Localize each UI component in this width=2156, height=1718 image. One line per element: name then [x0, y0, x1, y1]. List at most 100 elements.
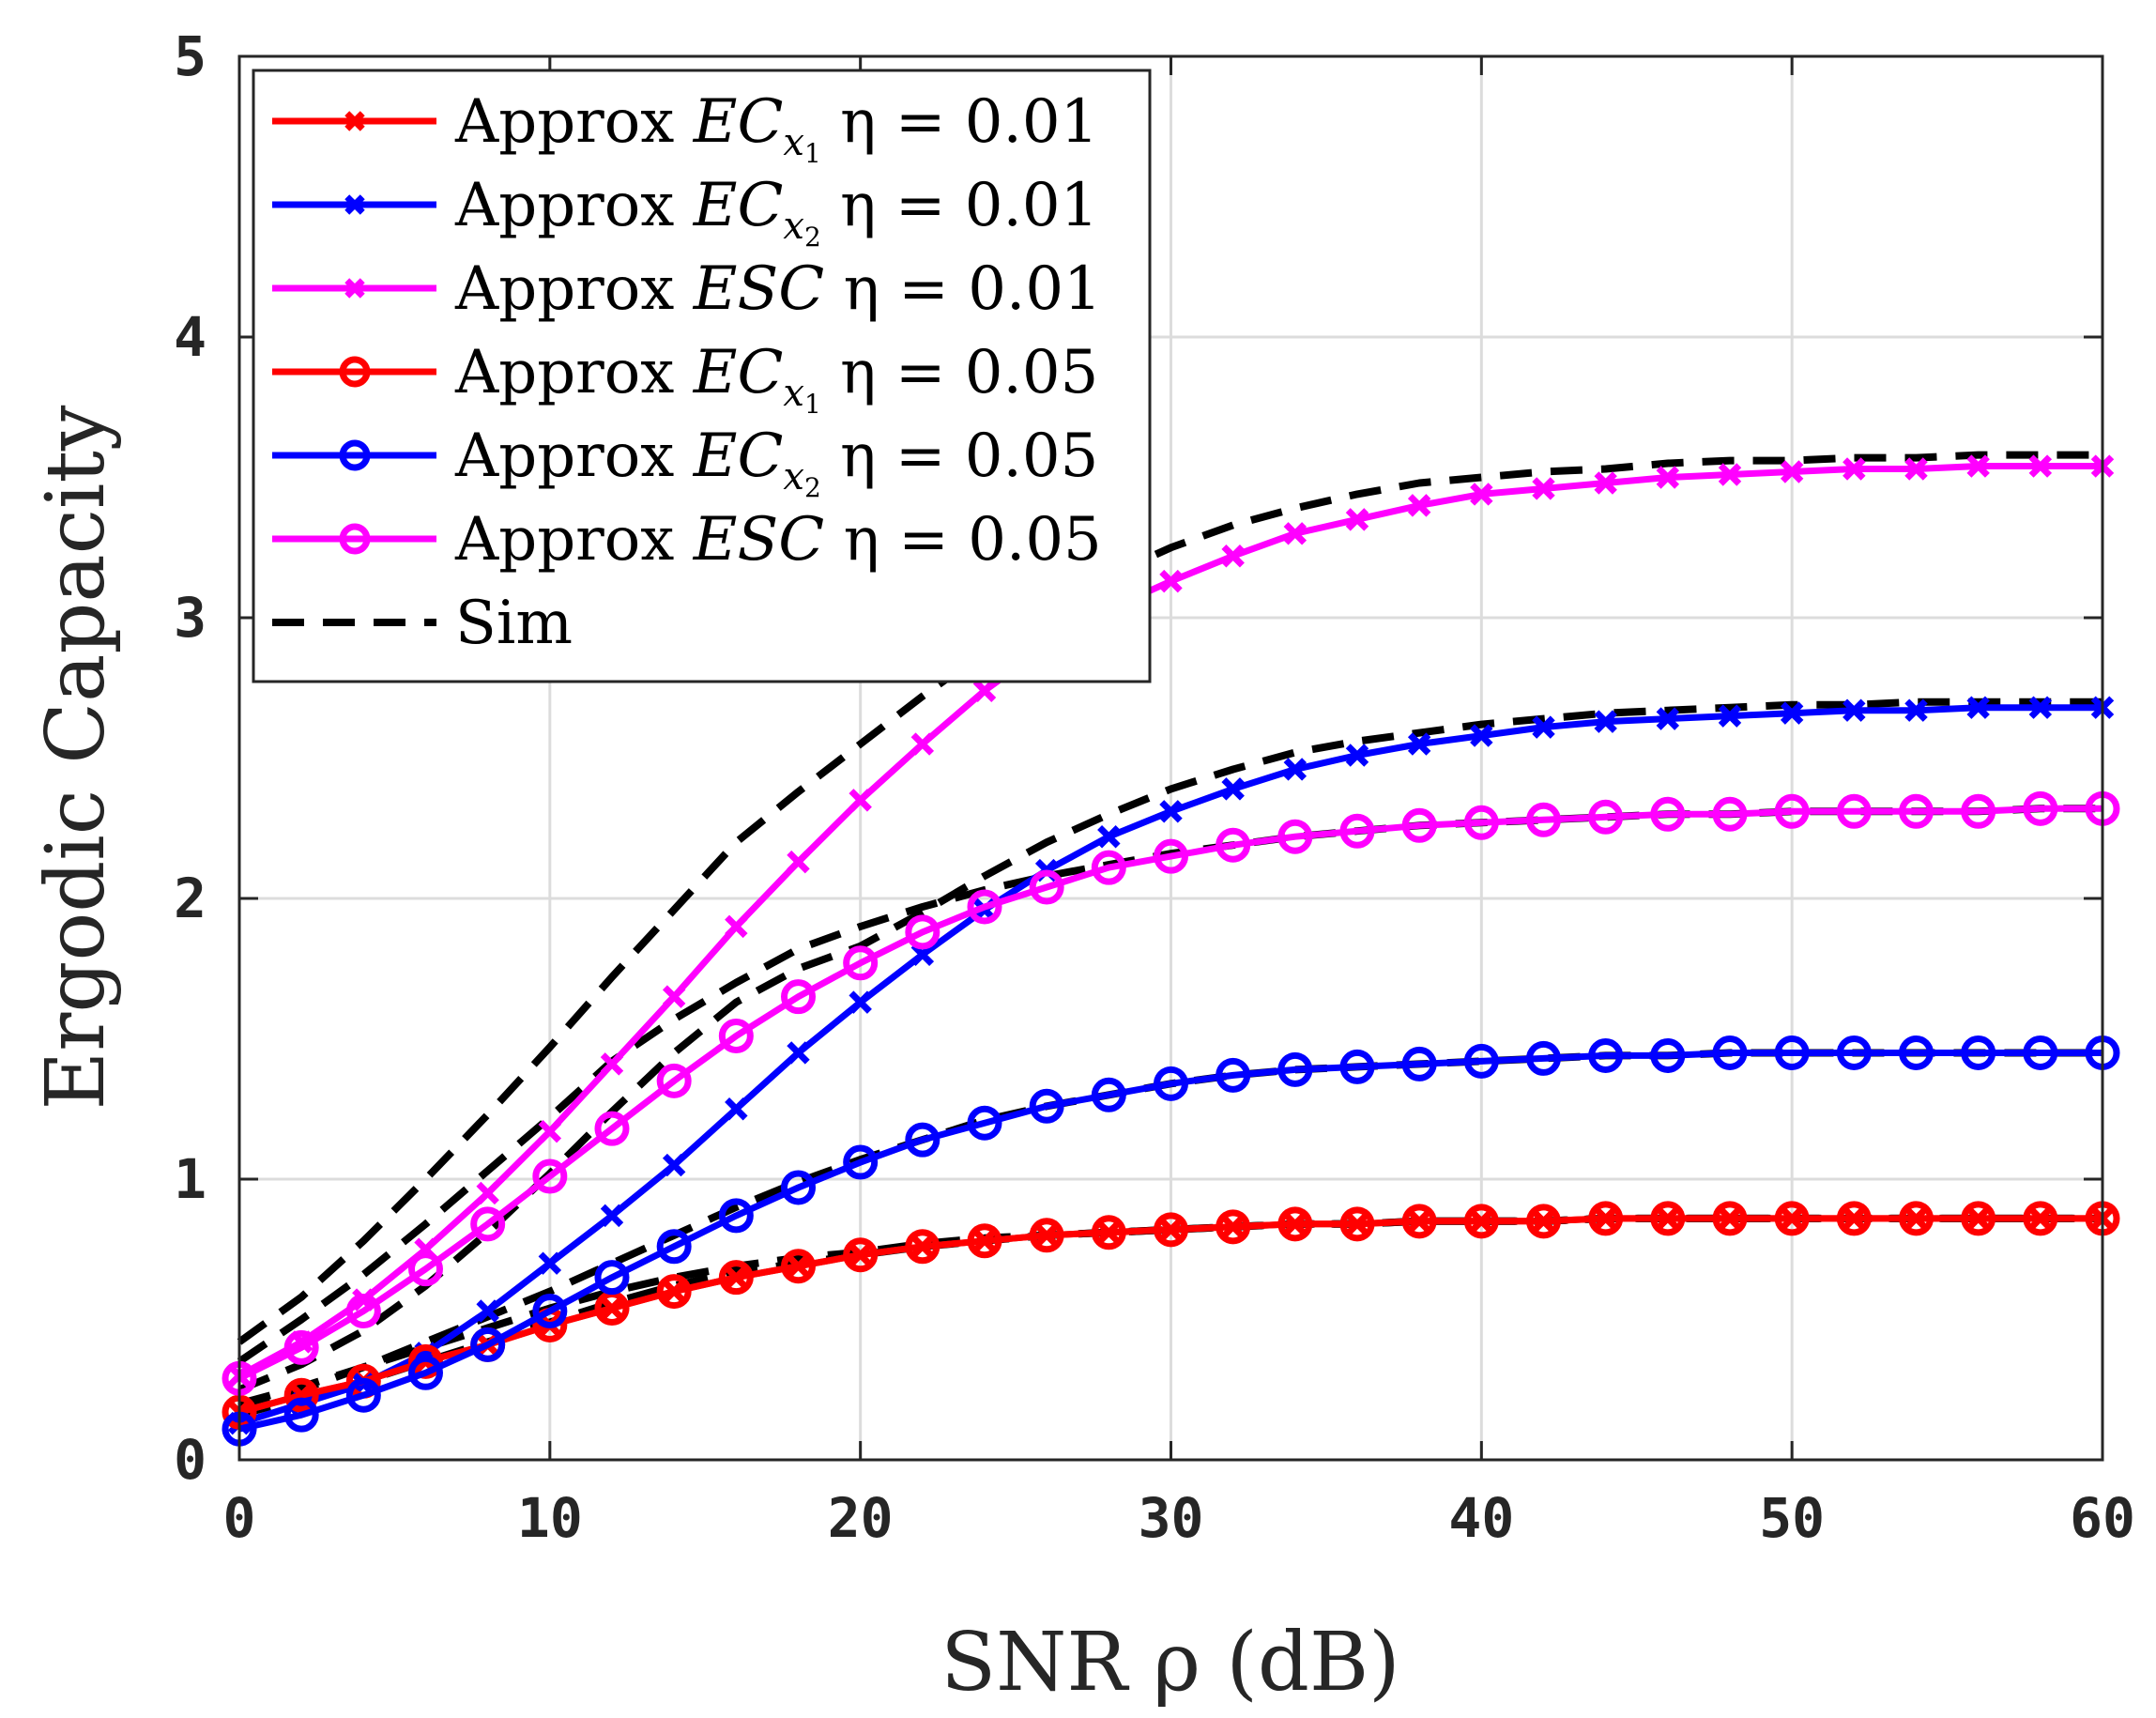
- circle-marker: [1774, 1201, 1810, 1236]
- x-marker-stroke: [344, 111, 365, 131]
- x-marker-stroke: [600, 1204, 624, 1228]
- circle-marker: [1401, 807, 1437, 843]
- x-marker-stroke: [600, 1052, 624, 1076]
- circle-marker: [1774, 1035, 1810, 1070]
- x-marker: [1159, 800, 1183, 823]
- x-marker: [344, 278, 365, 299]
- x-marker: [600, 1204, 624, 1228]
- legend-label: Approx ECx2 η = 0.01: [454, 171, 1098, 253]
- circle-marker: [1836, 793, 1872, 829]
- circle-marker: [1650, 796, 1686, 832]
- x-marker-stroke: [1221, 544, 1245, 568]
- x-marker: [1159, 569, 1183, 593]
- x-marker-stroke: [1656, 466, 1680, 489]
- x-marker-stroke: [1407, 494, 1431, 517]
- circle-marker: [1401, 1204, 1437, 1239]
- x-marker-stroke: [1345, 744, 1369, 767]
- x-marker-stroke: [1904, 698, 1928, 722]
- x-marker: [1904, 698, 1928, 722]
- circle-marker: [532, 1294, 568, 1329]
- circle-marker: [1029, 1218, 1064, 1253]
- x-tick-label: 50: [1759, 1486, 1825, 1550]
- x-marker: [538, 1119, 562, 1143]
- x-marker: [1532, 477, 1555, 500]
- x-marker-stroke: [849, 789, 872, 812]
- x-marker-stroke: [538, 1119, 562, 1143]
- circle-marker: [1091, 1215, 1126, 1250]
- x-marker: [725, 914, 748, 939]
- circle-marker: [718, 1260, 754, 1296]
- x-marker: [1656, 466, 1680, 489]
- x-marker-stroke: [1966, 454, 1990, 478]
- x-marker: [1966, 696, 1990, 719]
- x-marker: [662, 1153, 686, 1177]
- circle-marker: [656, 1063, 692, 1098]
- x-marker: [725, 1097, 748, 1121]
- x-marker-stroke: [1097, 824, 1121, 849]
- x-tick-label: 40: [1448, 1486, 1514, 1550]
- circle-marker: [2023, 1201, 2058, 1236]
- circle-marker: [1588, 1037, 1624, 1073]
- circle-marker: [718, 1198, 754, 1234]
- x-marker: [344, 194, 365, 215]
- x-marker: [1656, 707, 1680, 730]
- x-marker: [1407, 732, 1431, 756]
- series-group: [222, 790, 2120, 1396]
- circle-marker: [718, 1019, 754, 1054]
- legend-label: Approx ECx1 η = 0.05: [454, 338, 1098, 420]
- circle-marker: [781, 1170, 816, 1205]
- x-marker: [1966, 454, 1990, 478]
- x-marker-stroke: [1718, 463, 1742, 486]
- x-marker: [1594, 471, 1617, 495]
- x-marker: [787, 850, 810, 874]
- circle-marker: [1339, 813, 1375, 849]
- circle-marker: [1154, 838, 1188, 874]
- x-marker-stroke: [2028, 454, 2053, 478]
- circle-marker: [594, 1111, 630, 1146]
- x-marker-stroke: [1843, 457, 1866, 481]
- circle-marker: [1899, 793, 1934, 829]
- x-marker-stroke: [910, 943, 935, 967]
- x-marker-stroke: [910, 732, 935, 756]
- x-marker: [849, 990, 872, 1014]
- circle-marker: [339, 356, 371, 388]
- circle-marker: [1216, 1057, 1251, 1093]
- circle-marker: [1154, 1066, 1188, 1101]
- circle-marker: [1836, 1201, 1872, 1236]
- circle-marker: [656, 1229, 692, 1265]
- x-marker: [1345, 508, 1369, 531]
- x-marker: [662, 985, 686, 1008]
- x-marker: [910, 943, 935, 967]
- circle-marker: [1154, 1212, 1188, 1248]
- x-marker: [1283, 522, 1307, 545]
- x-marker-stroke: [344, 278, 365, 299]
- x-marker: [1843, 457, 1866, 481]
- legend-label: Approx ECx1 η = 0.01: [454, 87, 1098, 169]
- circle-marker: [967, 1105, 1002, 1141]
- circle-marker: [470, 1327, 506, 1362]
- x-tick-label: 20: [828, 1486, 894, 1550]
- series-line: [238, 1050, 2102, 1433]
- circle-marker: [1588, 1201, 1624, 1236]
- circle-marker: [905, 1122, 940, 1158]
- x-marker-stroke: [1718, 704, 1742, 728]
- circle-marker: [1712, 1035, 1748, 1070]
- x-marker-stroke: [1221, 777, 1245, 801]
- x-marker: [1097, 824, 1121, 849]
- circle-marker: [1463, 1204, 1499, 1239]
- circle-marker: [905, 1229, 940, 1265]
- circle-marker: [339, 439, 371, 471]
- x-marker-stroke: [1594, 710, 1617, 733]
- circle-marker: [1277, 819, 1313, 854]
- x-marker-stroke: [1594, 471, 1617, 495]
- legend-label: Approx ESC η = 0.05: [454, 505, 1102, 575]
- circle-marker: [1526, 1204, 1561, 1239]
- x-axis-label: SNR ρ (dB): [940, 1616, 1400, 1710]
- y-tick-label: 1: [174, 1147, 206, 1211]
- circle-marker: [1339, 1049, 1375, 1084]
- circle-marker: [781, 1249, 816, 1284]
- x-tick-label: 0: [223, 1486, 256, 1550]
- x-marker-stroke: [1159, 569, 1183, 593]
